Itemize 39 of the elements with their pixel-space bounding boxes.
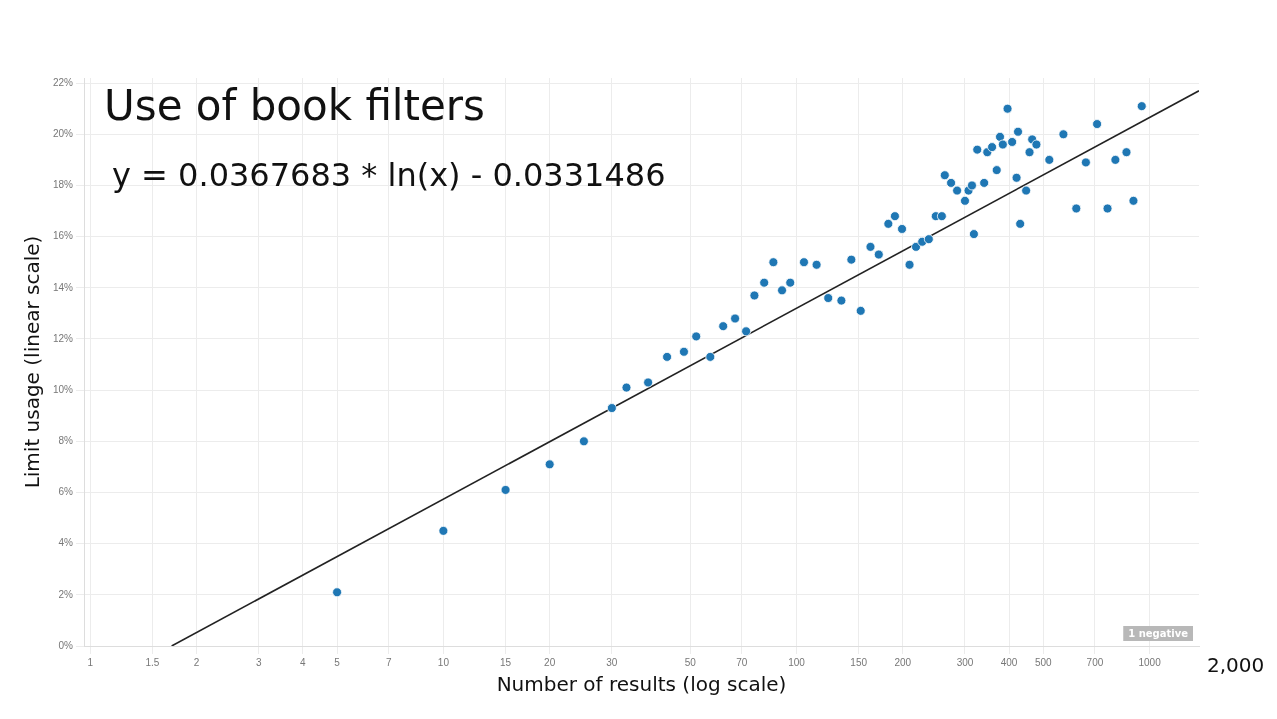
x-axis-title: Number of results (log scale) [496, 672, 787, 697]
y-tick-label: 6% [58, 486, 74, 498]
y-tick-label: 18% [53, 179, 74, 191]
y-tick-label: 14% [53, 281, 74, 293]
text: 2,000 [1207, 653, 1265, 677]
x-tick-label: 10 [437, 656, 450, 668]
x-tick-label: 1.5 [145, 656, 160, 668]
x-tick-label: 1000 [1138, 656, 1162, 668]
y-tick-label: 4% [58, 537, 74, 549]
x-tick-label: 3 [255, 656, 262, 668]
x-tick-label: 150 [850, 656, 868, 668]
x-tick-label: 200 [894, 656, 912, 668]
x-tick-label: 100 [788, 656, 806, 668]
y-tick-label: 2% [58, 588, 74, 600]
x-tick-label: 70 [736, 656, 748, 668]
x-tick-label: 5 [334, 656, 341, 668]
y-tick-label: 8% [58, 435, 74, 447]
x-tick-label: 4 [300, 656, 307, 668]
chart-title: Use of book filters [104, 81, 485, 130]
x-tick-label: 20 [544, 656, 556, 668]
y-tick-label: 20% [53, 128, 74, 140]
annotation: 1 negative [1128, 628, 1189, 639]
x-tick-label: 15 [500, 656, 512, 668]
y-tick-label: 10% [53, 383, 74, 395]
y-tick-label: 16% [53, 230, 74, 242]
text: y = 0.0367683 * ln(x) - 0.0331486 [112, 156, 666, 194]
x-tick-label: 7 [385, 656, 392, 668]
x-tick-label: 300 [956, 656, 974, 668]
y-axis-title: Limit usage (linear scale) [20, 235, 45, 489]
x-tick-label: 400 [1000, 656, 1018, 668]
x-tick-label: 30 [606, 656, 618, 668]
x-tick-label: 50 [684, 656, 697, 668]
x-tick-label: 1 [87, 656, 94, 668]
x-tick-label: 2 [193, 656, 200, 668]
x-tick-label: 500 [1034, 656, 1053, 668]
y-tick-label: 22% [53, 76, 74, 88]
x-tick-label: 700 [1086, 656, 1104, 668]
y-tick-label: 12% [53, 332, 74, 344]
y-tick-label: 0% [58, 639, 74, 651]
